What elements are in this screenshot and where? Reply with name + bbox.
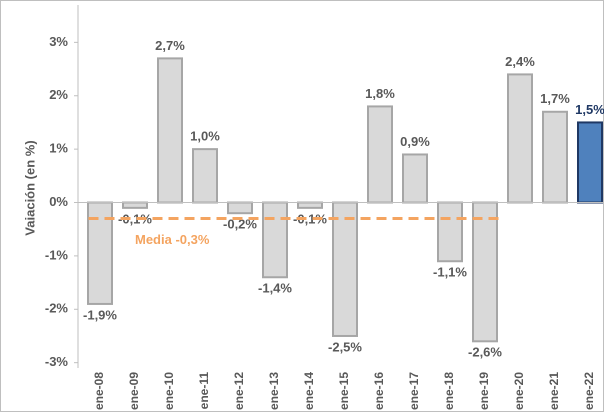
x-tick-label: ene-21 (547, 372, 561, 410)
x-tick-label: ene-22 (582, 372, 596, 410)
bar (227, 201, 253, 215)
value-label: 1,0% (190, 129, 220, 144)
y-tick-label: -2% (45, 301, 69, 316)
mean-label: Media -0,3% (135, 232, 210, 247)
x-tick-label: ene-15 (337, 372, 351, 410)
bar (122, 201, 148, 209)
y-axis-title: Vaiación (en %) (22, 140, 37, 235)
bar (157, 57, 183, 204)
value-label: 1,5% (575, 102, 604, 117)
x-tick-label: ene-11 (197, 372, 211, 410)
x-tick-label: ene-10 (162, 372, 176, 410)
y-tick-label: 3% (49, 34, 68, 49)
y-tick-label: -3% (45, 354, 69, 369)
value-label: -1,1% (433, 265, 467, 280)
value-label: 1,8% (365, 86, 395, 101)
x-tick-label: ene-18 (442, 372, 456, 410)
bar (297, 201, 323, 209)
x-tick-label: ene-16 (372, 372, 386, 410)
bar (577, 121, 603, 204)
bar (507, 73, 533, 204)
y-tick-label: -1% (45, 247, 69, 262)
x-tick-label: ene-09 (127, 372, 141, 410)
x-tick-label: ene-20 (512, 372, 526, 410)
bar (367, 105, 393, 204)
x-tick-label: ene-19 (477, 372, 491, 410)
bar (437, 201, 463, 263)
value-label: -0,1% (293, 211, 327, 226)
bar (262, 201, 288, 279)
y-tick-label: 2% (49, 87, 68, 102)
value-label: -0,1% (118, 211, 152, 226)
value-label: -1,4% (258, 281, 292, 296)
bar (402, 153, 428, 204)
value-label: -2,5% (328, 339, 362, 354)
bar (542, 110, 568, 204)
bar (332, 201, 358, 337)
value-label: 2,4% (505, 54, 535, 69)
value-label: -0,2% (223, 217, 257, 232)
bar (472, 201, 498, 343)
value-label: 0,9% (400, 134, 430, 149)
x-tick-label: ene-13 (267, 372, 281, 410)
x-tick-label: ene-12 (232, 372, 246, 410)
y-tick-label: 1% (49, 141, 68, 156)
value-label: 2,7% (155, 38, 185, 53)
x-tick-label: ene-08 (92, 372, 106, 410)
value-label: -2,6% (468, 345, 502, 360)
value-label: 1,7% (540, 91, 570, 106)
bar (192, 148, 218, 204)
y-tick-label: 0% (49, 194, 68, 209)
x-tick-label: ene-17 (407, 372, 421, 410)
value-label: -1,9% (83, 307, 117, 322)
x-tick-label: ene-14 (302, 372, 316, 410)
